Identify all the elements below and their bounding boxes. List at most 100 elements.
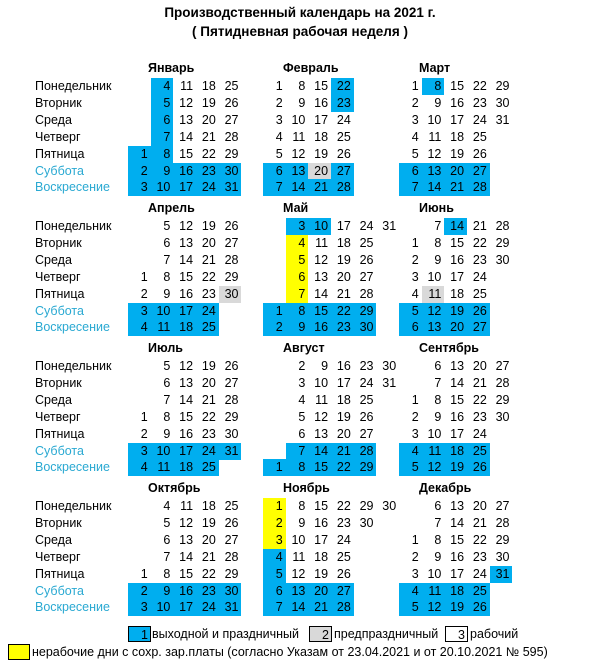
weekday-label: Пятница: [35, 566, 85, 581]
day-cell: 30: [382, 499, 397, 513]
day-cell-holiday: 18: [444, 442, 468, 460]
day-cell: 1: [411, 79, 419, 93]
calendar-subtitle: ( Пятидневная рабочая неделя ): [192, 24, 408, 39]
day-cell: 19: [201, 219, 216, 233]
day-cell: 21: [472, 219, 487, 233]
day-cell: 6: [434, 359, 442, 373]
day-cell: 11: [180, 79, 194, 93]
day-cell: 8: [163, 566, 171, 581]
legend-nonworking-label: нерабочие дни с сохр. зар.платы (согласн…: [32, 645, 548, 659]
day-cell: 13: [450, 499, 465, 513]
day-cell: 11: [315, 235, 329, 250]
day-cell: 12: [179, 359, 194, 373]
weekday-label: Понедельник: [35, 219, 112, 233]
day-cell: 19: [201, 359, 216, 373]
day-cell: 16: [314, 515, 329, 530]
day-cell: 26: [359, 409, 374, 424]
day-cell: 20: [472, 499, 487, 513]
weekday-label: Суббота: [35, 443, 84, 458]
day-cell-holiday: 27: [331, 582, 354, 600]
day-cell-holiday: 5: [150, 94, 174, 112]
day-cell: 21: [472, 375, 487, 390]
day-cell: 14: [179, 549, 194, 564]
day-cell: 22: [472, 532, 487, 547]
day-cell: 24: [472, 112, 487, 127]
day-cell: 17: [450, 426, 465, 441]
day-cell: 9: [163, 286, 171, 301]
day-cell-holiday: 20: [308, 582, 332, 600]
day-cell: 4: [163, 499, 171, 513]
day-cell: 15: [314, 79, 329, 93]
day-cell: 2: [140, 286, 148, 301]
day-cell-holiday: 1: [128, 145, 151, 163]
month-name: Октябрь: [148, 481, 201, 495]
day-cell-holiday: 18: [444, 582, 468, 600]
day-cell: 15: [450, 392, 465, 407]
day-cell: 21: [201, 129, 216, 144]
day-cell-holiday: 17: [173, 599, 197, 617]
day-cell-preholiday: 11: [421, 285, 445, 303]
day-cell: 2: [411, 252, 419, 267]
day-cell: 18: [201, 79, 216, 93]
day-cell-holiday: 14: [421, 179, 445, 197]
day-cell-holiday: 16: [173, 162, 197, 180]
day-cell: 7: [163, 252, 171, 267]
day-cell: 26: [224, 515, 239, 530]
day-cell: 6: [298, 426, 306, 441]
day-cell-holiday: 6: [399, 162, 422, 180]
day-cell-holiday: 5: [263, 565, 286, 583]
weekday-label: Вторник: [35, 515, 82, 530]
day-cell-holiday: 22: [331, 302, 354, 320]
day-cell-holiday: 24: [196, 599, 219, 617]
day-cell: 13: [179, 375, 194, 390]
day-cell: 10: [427, 269, 442, 284]
day-cell: 29: [495, 392, 510, 407]
weekday-label: Четверг: [35, 269, 81, 284]
day-cell: 10: [314, 375, 329, 390]
day-cell: 12: [179, 515, 194, 530]
day-cell-holiday: 29: [353, 302, 377, 320]
day-cell: 5: [163, 359, 171, 373]
day-cell: 1: [411, 392, 419, 407]
day-cell: 4: [275, 129, 283, 144]
day-cell-holiday: 15: [308, 302, 332, 320]
day-cell: 25: [224, 499, 239, 513]
day-cell: 16: [336, 359, 351, 373]
day-cell: 18: [450, 129, 465, 144]
day-cell: 16: [450, 95, 465, 110]
day-cell-holiday: 6: [150, 111, 174, 129]
day-cell-holiday: 5: [399, 459, 422, 477]
day-cell-holiday: 30: [353, 319, 377, 337]
day-cell-holiday: 19: [444, 599, 468, 617]
day-cell-nonworking-paid: 5: [285, 251, 309, 269]
day-cell: 22: [472, 79, 487, 93]
day-cell-holiday: 14: [308, 442, 332, 460]
day-cell: 25: [336, 129, 351, 144]
day-cell-holiday: 7: [263, 599, 286, 617]
day-cell: 30: [382, 359, 397, 373]
day-cell: 14: [450, 515, 465, 530]
day-cell: 25: [472, 286, 487, 301]
legend-nonworking-swatch: [8, 644, 30, 660]
day-cell: 3: [411, 566, 419, 581]
day-cell-holiday: 12: [421, 459, 445, 477]
day-cell: 13: [179, 532, 194, 547]
day-cell: 12: [314, 409, 329, 424]
day-cell: 8: [298, 499, 306, 513]
day-cell: 3: [411, 112, 419, 127]
day-cell-holiday: 7: [150, 128, 174, 146]
day-cell-holiday: 23: [196, 162, 219, 180]
day-cell: 22: [472, 235, 487, 250]
day-cell: 18: [450, 286, 465, 301]
day-cell-holiday: 9: [150, 162, 174, 180]
day-cell: 28: [224, 129, 239, 144]
quarter-block: Понедельник Вторник Среда Четверг Пятница Суб…: [0, 201, 600, 350]
day-cell: 10: [291, 532, 306, 547]
day-cell-holiday: 10: [150, 599, 174, 617]
day-cell-nonworking-paid: 3: [263, 531, 286, 549]
day-cell-holiday: 4: [128, 459, 151, 477]
day-cell-holiday: 28: [331, 599, 354, 617]
day-cell: 15: [179, 146, 194, 161]
day-cell: 5: [411, 146, 419, 161]
weekday-label: Воскресение: [35, 460, 110, 475]
